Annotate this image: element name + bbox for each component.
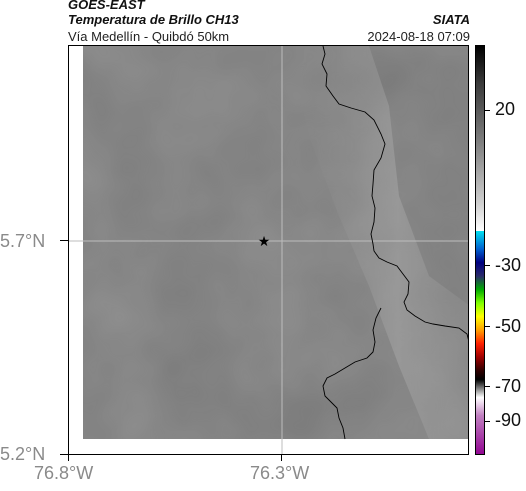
department-boundary — [321, 46, 468, 340]
lon-label-76.3: 76.3°W — [250, 463, 310, 483]
colorbar-label-minus70: -70 — [495, 376, 522, 396]
org-label: SIATA — [432, 12, 470, 27]
map-frame: ★ — [68, 45, 469, 455]
lat-label-5.2: 5.2°N — [0, 444, 46, 464]
star-marker: ★ — [258, 234, 271, 250]
colorbar-tick — [485, 421, 490, 422]
datetime-label: 2024-08-18 07:09 — [367, 29, 470, 44]
colorbar-color-segment — [476, 231, 484, 454]
colorbar-label-minus30: -30 — [495, 255, 522, 275]
map-canvas: ★ — [69, 46, 468, 454]
lon-tick-76.3 — [281, 455, 282, 461]
colorbar-tick — [485, 265, 490, 266]
lon-label-76.8: 76.8°W — [34, 463, 94, 483]
lat-label-5.7: 5.7°N — [0, 231, 46, 251]
lat-tick-5.2 — [60, 454, 68, 455]
colorbar-label-20: 20 — [495, 99, 516, 119]
lat-tick-5.7 — [60, 240, 68, 241]
colorbar — [475, 45, 485, 455]
colorbar-tick — [485, 326, 490, 327]
product-title: Temperatura de Brillo CH13 — [68, 12, 239, 27]
colorbar-gray-segment — [476, 46, 484, 231]
colorbar-tick — [485, 386, 490, 387]
colorbar-tick — [485, 110, 490, 111]
municipal-boundary — [322, 307, 382, 440]
satellite-title: GOES-EAST — [68, 0, 145, 12]
lon-tick-76.8 — [68, 455, 69, 461]
region-subtitle: Vía Medellín - Quibdó 50km — [68, 29, 230, 44]
colorbar-label-minus50: -50 — [495, 316, 522, 336]
colorbar-label-minus90: -90 — [495, 410, 522, 430]
